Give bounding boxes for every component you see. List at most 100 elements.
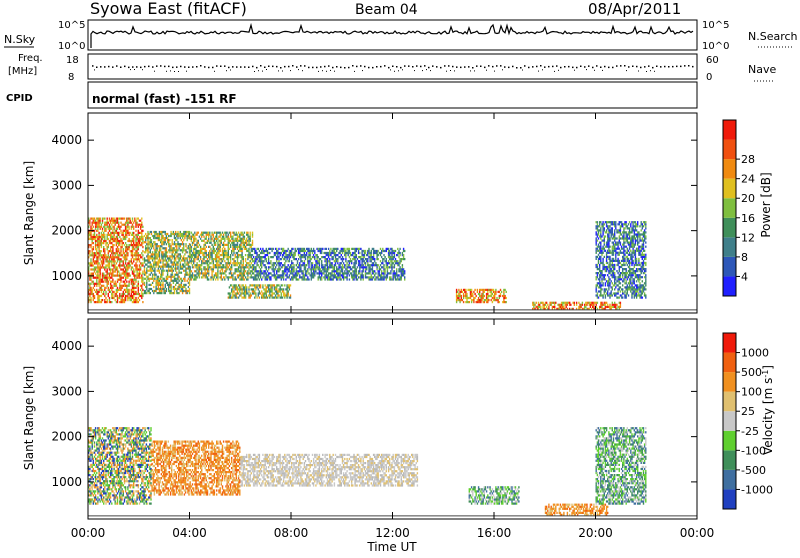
echo-cell xyxy=(194,260,195,262)
echo-cell xyxy=(394,252,395,254)
echo-cell xyxy=(108,222,109,224)
echo-cell xyxy=(308,254,309,256)
echo-cell xyxy=(266,288,267,290)
echo-cell xyxy=(397,254,398,256)
echo-cell xyxy=(314,258,315,260)
echo-cell xyxy=(174,288,175,290)
echo-cell xyxy=(241,264,242,266)
echo-cell xyxy=(329,250,330,252)
echo-cell xyxy=(161,239,162,241)
echo-cell xyxy=(224,276,225,278)
echo-cell xyxy=(127,285,128,287)
echo-cell xyxy=(104,275,105,277)
echo-cell xyxy=(230,294,231,296)
echo-cell xyxy=(268,290,269,292)
echo-cell xyxy=(117,258,118,260)
echo-cell xyxy=(208,236,209,238)
echo-cell xyxy=(190,266,191,268)
echo-cell xyxy=(157,257,158,259)
echo-cell xyxy=(349,250,350,252)
echo-cell xyxy=(241,258,242,260)
echo-cell xyxy=(230,244,231,246)
echo-cell xyxy=(110,238,111,240)
echo-cell xyxy=(199,250,200,252)
echo-cell xyxy=(383,258,384,260)
echo-cell xyxy=(270,256,271,258)
echo-cell xyxy=(172,247,173,249)
echo-cell xyxy=(120,289,121,291)
echo-cell xyxy=(107,301,108,303)
echo-cell xyxy=(193,262,194,264)
echo-cell xyxy=(198,232,199,234)
echo-cell xyxy=(216,234,217,236)
echo-cell xyxy=(135,262,136,264)
echo-cell xyxy=(356,262,357,264)
echo-cell xyxy=(181,278,182,280)
echo-cell xyxy=(311,258,312,260)
echo-cell xyxy=(382,276,383,278)
echo-cell xyxy=(284,262,285,264)
echo-cell xyxy=(127,291,128,293)
echo-cell xyxy=(157,270,158,272)
echo-cell xyxy=(387,272,388,274)
echo-cell xyxy=(224,250,225,252)
echo-cell xyxy=(199,254,200,256)
echo-cell xyxy=(183,247,184,249)
echo-cell xyxy=(132,220,133,222)
echo-cell xyxy=(189,292,190,294)
echo-cell xyxy=(195,270,196,272)
echo-cell xyxy=(222,278,223,280)
echo-cell xyxy=(236,244,237,246)
echo-cell xyxy=(228,260,229,262)
echo-cell xyxy=(368,250,369,252)
echo-cell xyxy=(231,276,232,278)
echo-cell xyxy=(159,261,160,263)
echo-cell xyxy=(182,237,183,239)
echo-cell xyxy=(161,231,162,233)
echo-cell xyxy=(157,247,158,249)
echo-cell xyxy=(286,258,287,260)
echo-cell xyxy=(359,260,360,262)
echo-cell xyxy=(105,271,106,273)
echo-cell xyxy=(187,261,188,263)
echo-cell xyxy=(136,218,137,220)
echo-cell xyxy=(547,304,548,306)
echo-cell xyxy=(111,228,112,230)
echo-cell xyxy=(123,224,124,226)
echo-cell xyxy=(185,264,186,266)
echo-cell xyxy=(226,276,227,278)
echo-cell xyxy=(174,261,175,263)
echo-cell xyxy=(169,290,170,292)
echo-cell xyxy=(256,264,257,266)
echo-cell xyxy=(255,286,256,288)
freq-dot xyxy=(148,66,150,68)
echo-cell xyxy=(372,272,373,274)
echo-cell xyxy=(92,224,93,226)
echo-cell xyxy=(268,256,269,258)
echo-cell xyxy=(152,268,153,270)
echo-cell xyxy=(233,234,234,236)
echo-cell xyxy=(283,250,284,252)
echo-cell xyxy=(300,250,301,252)
echo-cell xyxy=(133,228,134,230)
echo-cell xyxy=(494,295,495,297)
echo-cell xyxy=(168,270,169,272)
echo-cell xyxy=(130,260,131,262)
echo-cell xyxy=(357,248,358,250)
echo-cell xyxy=(176,255,177,257)
echo-cell xyxy=(266,254,267,256)
echo-cell xyxy=(602,304,603,306)
echo-cell xyxy=(187,247,188,249)
echo-cell xyxy=(121,240,122,242)
echo-cell xyxy=(402,274,403,276)
echo-cell xyxy=(288,264,289,266)
echo-cell xyxy=(89,220,90,222)
echo-cell xyxy=(159,292,160,294)
echo-cell xyxy=(112,252,113,254)
echo-cell xyxy=(163,259,164,261)
echo-cell xyxy=(372,258,373,260)
echo-cell xyxy=(154,268,155,270)
echo-cell xyxy=(371,250,372,252)
echo-cell xyxy=(235,248,236,250)
echo-cell xyxy=(178,288,179,290)
